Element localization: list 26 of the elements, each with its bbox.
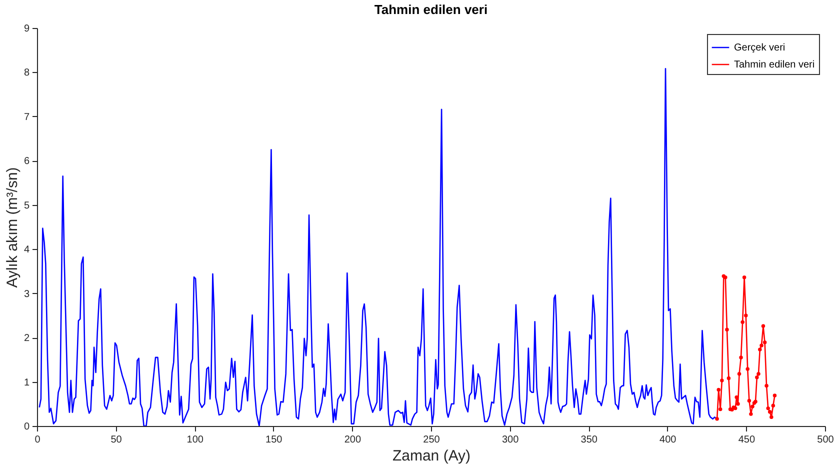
x-tick-label: 350	[580, 434, 598, 446]
x-tick-label: 0	[34, 434, 41, 446]
y-tick-label: 0	[24, 422, 30, 432]
x-tick-label: 150	[266, 434, 283, 446]
y-tick-label: 6	[24, 156, 30, 168]
x-tick-label: 500	[817, 434, 834, 446]
y-tick-label: 4	[24, 244, 30, 256]
x-axis-title: Zaman (Ay)	[392, 448, 471, 464]
legend-label: Gerçek veri	[734, 42, 786, 54]
y-tick-label: 7	[24, 112, 30, 123]
chart-title: Tahmin edilen veri	[374, 2, 488, 17]
y-tick-label: 1	[24, 377, 30, 388]
y-tick-label: 5	[24, 200, 30, 212]
y-tick-label: 9	[24, 24, 30, 34]
x-tick-label: 100	[186, 434, 204, 446]
x-tick-label: 300	[502, 434, 520, 446]
x-tick-label: 400	[660, 434, 677, 446]
x-tick-label: 50	[110, 434, 122, 446]
legend-label: Tahmin edilen veri	[734, 60, 815, 70]
x-tick-label: 200	[344, 434, 362, 446]
x-tick-label: 250	[423, 434, 440, 446]
y-tick-label: 3	[24, 288, 30, 300]
y-tick-label: 2	[24, 333, 30, 344]
y-tick-label: 8	[24, 68, 30, 79]
y-axis-title: Aylık akım (m³/sn)	[4, 167, 21, 288]
x-tick-label: 450	[738, 434, 756, 446]
